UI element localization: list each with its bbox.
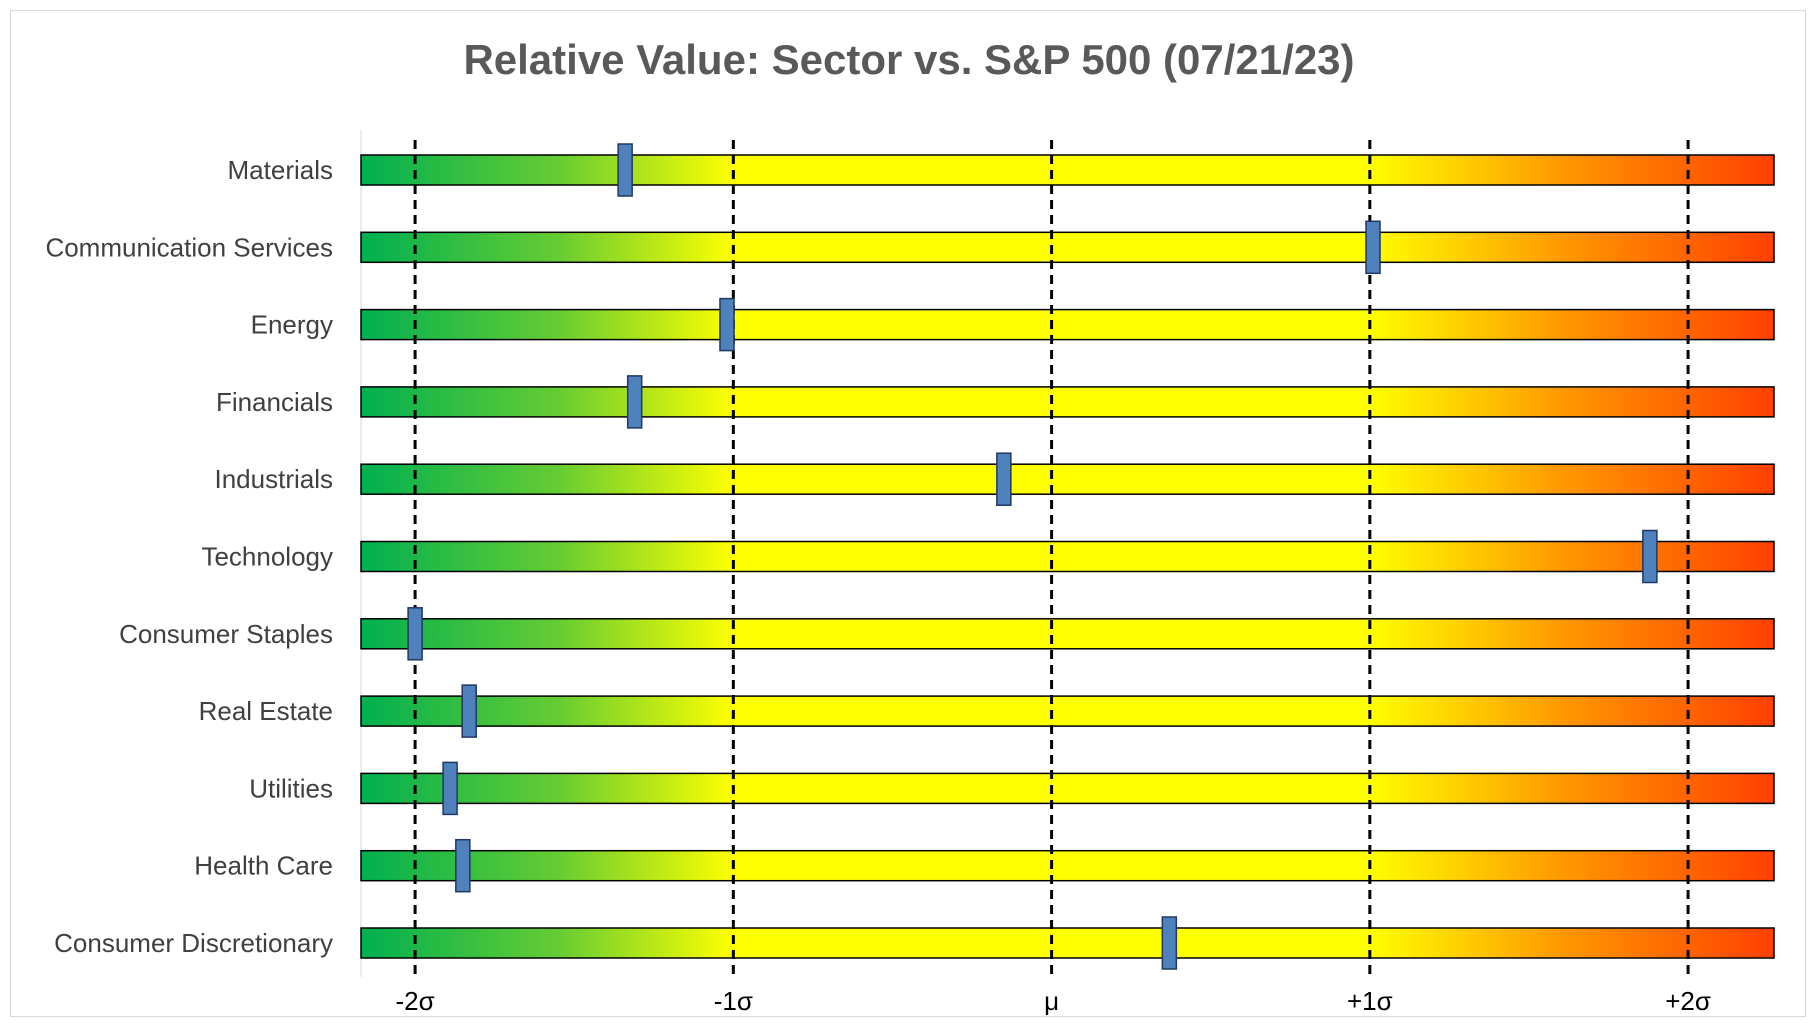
range-bar xyxy=(360,927,1775,959)
category-label: Materials xyxy=(228,155,333,185)
value-marker xyxy=(455,838,471,893)
category-label: Health Care xyxy=(194,851,333,881)
value-marker xyxy=(719,297,735,352)
category-label: Technology xyxy=(201,542,333,572)
range-bar xyxy=(360,231,1775,264)
value-marker xyxy=(407,607,423,661)
range-bar xyxy=(360,463,1775,495)
category-label: Communication Services xyxy=(45,232,333,262)
value-marker xyxy=(442,761,458,816)
category-label: Consumer Staples xyxy=(119,619,333,649)
value-marker xyxy=(996,452,1012,506)
category-label: Real Estate xyxy=(199,696,333,726)
category-label: Industrials xyxy=(215,464,334,494)
value-marker xyxy=(1161,916,1178,970)
range-bar xyxy=(360,154,1775,186)
value-marker xyxy=(626,375,643,429)
range-bar xyxy=(360,540,1775,573)
tick-label: +2σ xyxy=(1665,986,1711,1016)
chart-title: Relative Value: Sector vs. S&P 500 (07/2… xyxy=(463,36,1355,83)
category-label: Utilities xyxy=(249,773,333,803)
range-bar xyxy=(360,386,1775,418)
tick-label: -2σ xyxy=(396,986,435,1016)
range-bar xyxy=(360,618,1775,650)
range-bar xyxy=(360,308,1775,341)
value-marker xyxy=(461,684,477,738)
range-bar xyxy=(360,849,1775,882)
value-marker xyxy=(617,143,633,197)
category-label: Consumer Discretionary xyxy=(54,928,333,958)
tick-label: +1σ xyxy=(1347,986,1393,1016)
range-bar xyxy=(360,772,1775,805)
tick-label: -1σ xyxy=(714,986,753,1016)
category-label: Financials xyxy=(216,387,333,417)
value-marker xyxy=(1642,529,1658,584)
range-bar xyxy=(360,695,1775,727)
category-label: Energy xyxy=(251,310,333,340)
tick-label: μ xyxy=(1044,986,1059,1016)
value-marker xyxy=(1365,220,1381,275)
